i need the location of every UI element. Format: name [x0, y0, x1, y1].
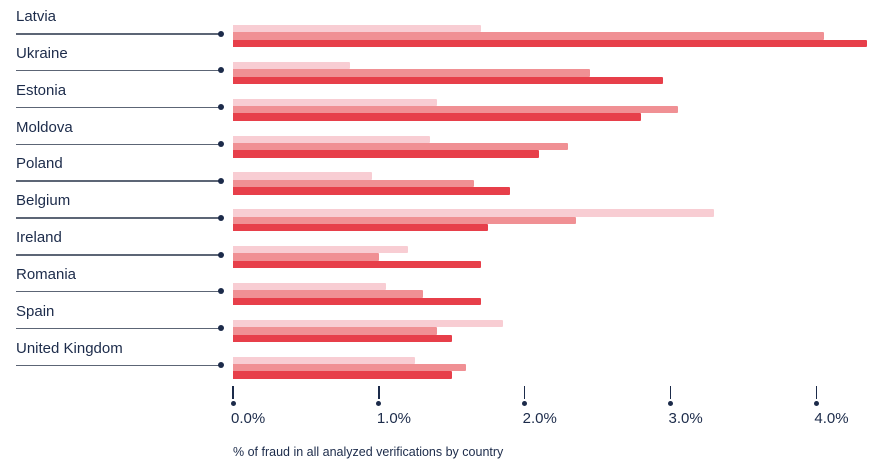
bar-group [233, 319, 882, 342]
bar-dark-red-series [233, 297, 481, 306]
bar-medium-salmon-series [233, 179, 474, 188]
label-connector-line [16, 143, 219, 146]
category-label: Romania [16, 265, 77, 283]
label-connector-dot [218, 104, 224, 111]
bar-group [233, 25, 882, 48]
tick-label: 0.0% [231, 410, 266, 427]
category-label: Poland [16, 155, 63, 173]
bar-light-pink-series [233, 282, 387, 291]
tick-line [815, 386, 818, 399]
bar-light-pink-series [233, 135, 430, 143]
bar-group [233, 282, 882, 306]
label-connector-dot [218, 30, 224, 37]
chart-row-spain: Spain [0, 303, 882, 343]
label-connector-line [16, 217, 219, 219]
bar-light-pink-series [233, 319, 503, 328]
label-connector-dot [218, 177, 224, 184]
tick-label: 4.0% [814, 410, 849, 427]
category-label: Belgium [16, 192, 71, 210]
label-connector-dot [218, 141, 224, 148]
bar-medium-salmon-series [233, 364, 467, 372]
tick-dot [522, 400, 528, 406]
category-label: Ukraine [16, 44, 68, 62]
chart-row-romania: Romania [0, 266, 882, 306]
label-connector-line [16, 290, 219, 293]
tick-label: 1.0% [376, 410, 412, 427]
bar-light-pink-series [233, 172, 372, 180]
chart-row-moldova: Moldova [0, 119, 882, 159]
chart-row-latvia: Latvia [0, 8, 882, 48]
category-label: Moldova [16, 118, 73, 136]
label-connector-line [16, 106, 219, 109]
chart-row-estonia: Estonia [0, 82, 882, 122]
tick-line [378, 386, 380, 399]
bar-group [233, 135, 882, 158]
tick-dot [230, 400, 236, 406]
tick-line [523, 386, 526, 399]
chart-row-belgium: Belgium [0, 192, 882, 232]
category-label: Latvia [16, 8, 57, 25]
bar-dark-red-series [233, 39, 868, 48]
bar-medium-salmon-series [233, 253, 379, 261]
category-label: Ireland [16, 229, 62, 247]
label-connector-dot [218, 362, 224, 369]
label-connector-dot [218, 288, 224, 295]
bar-medium-salmon-series [233, 142, 569, 151]
chart-row-ireland: Ireland [0, 229, 882, 269]
bar-dark-red-series [233, 76, 664, 85]
bar-dark-red-series [233, 260, 481, 269]
bar-light-pink-series [233, 356, 416, 365]
bar-dark-red-series [233, 113, 642, 121]
bar-medium-salmon-series [233, 216, 576, 225]
tick-line [232, 386, 234, 399]
category-label: United Kingdom [16, 339, 123, 357]
label-connector-dot [218, 325, 224, 332]
chart-row-united-kingdom: United Kingdom [0, 340, 882, 380]
bar-group [233, 246, 882, 269]
chart-row-poland: Poland [0, 155, 882, 195]
label-connector-line [16, 254, 219, 256]
chart-row-ukraine: Ukraine [0, 45, 882, 85]
bar-group [233, 61, 882, 85]
bar-medium-salmon-series [233, 32, 824, 40]
bar-medium-salmon-series [233, 69, 591, 77]
bar-light-pink-series [233, 246, 408, 254]
tick-dot [813, 400, 819, 406]
bar-medium-salmon-series [233, 290, 423, 298]
category-label: Estonia [16, 81, 67, 99]
bar-dark-red-series [233, 150, 540, 158]
chart-caption: % of fraud in all analyzed verifications… [233, 445, 504, 459]
tick-label: 3.0% [668, 410, 703, 427]
bar-dark-red-series [233, 187, 511, 195]
tick-dot [376, 400, 382, 406]
bar-group [233, 356, 882, 379]
label-connector-line [16, 327, 219, 330]
tick-line [669, 386, 672, 399]
label-connector-line [16, 69, 219, 72]
tick-dot [668, 400, 674, 406]
label-connector-line [16, 364, 219, 367]
category-label: Spain [16, 302, 55, 320]
bar-medium-salmon-series [233, 327, 438, 335]
bar-light-pink-series [233, 209, 715, 217]
tick-label: 2.0% [522, 410, 557, 427]
label-connector-line [16, 180, 219, 182]
bar-light-pink-series [233, 98, 438, 107]
label-connector-dot [218, 214, 224, 221]
bar-light-pink-series [233, 61, 350, 70]
bar-group [233, 172, 882, 195]
x-axis: 0.0% 1.0% 2.0% 3.0% 4.0% [230, 386, 882, 431]
label-connector-dot [218, 251, 224, 258]
bar-group [233, 209, 882, 232]
bar-dark-red-series [233, 334, 452, 342]
bar-dark-red-series [233, 371, 452, 379]
label-connector-dot [218, 67, 224, 74]
bar-medium-salmon-series [233, 106, 678, 114]
bar-light-pink-series [233, 25, 481, 33]
label-connector-line [16, 33, 219, 35]
bar-dark-red-series [233, 224, 489, 232]
bar-group [233, 98, 882, 121]
